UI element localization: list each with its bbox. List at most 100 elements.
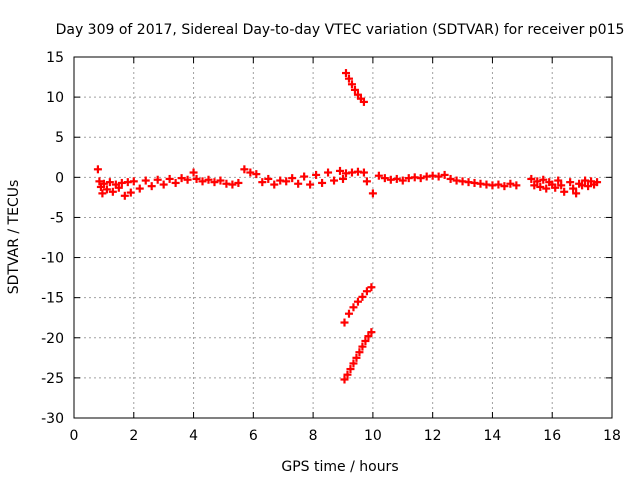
data-point xyxy=(120,191,129,200)
data-point xyxy=(584,182,593,191)
data-point xyxy=(300,172,309,181)
y-tick-label: -15 xyxy=(41,291,64,307)
data-point xyxy=(572,189,581,198)
data-point xyxy=(566,178,575,187)
x-tick-label: 8 xyxy=(309,428,318,444)
data-point xyxy=(343,370,352,379)
data-point xyxy=(95,177,104,186)
data-point xyxy=(98,189,107,198)
data-point xyxy=(147,182,156,191)
data-point xyxy=(349,303,358,312)
data-point xyxy=(494,180,503,189)
data-point xyxy=(240,165,249,174)
data-point xyxy=(93,165,102,174)
data-point xyxy=(294,179,303,188)
data-point xyxy=(153,175,162,184)
x-tick-label: 12 xyxy=(424,428,442,444)
data-point xyxy=(344,309,353,318)
data-point xyxy=(165,174,174,183)
data-point xyxy=(539,175,548,184)
data-point xyxy=(183,175,192,184)
data-point xyxy=(359,168,368,177)
data-point xyxy=(108,187,117,196)
data-point xyxy=(341,69,350,78)
data-point xyxy=(340,375,349,384)
data-point xyxy=(324,168,333,177)
x-axis-title: GPS time / hours xyxy=(281,459,398,475)
data-point xyxy=(346,365,355,374)
data-point xyxy=(210,178,219,187)
y-tick-label: 15 xyxy=(46,50,64,66)
data-point xyxy=(353,297,362,306)
data-point xyxy=(102,185,111,194)
data-point xyxy=(533,177,542,186)
data-point xyxy=(358,342,367,351)
data-point xyxy=(339,174,347,183)
data-point xyxy=(349,359,358,368)
data-point xyxy=(361,336,370,345)
data-point xyxy=(318,178,327,187)
data-point xyxy=(359,97,368,106)
data-point xyxy=(105,178,114,187)
x-tick-label: 0 xyxy=(70,428,79,444)
x-tick-label: 10 xyxy=(364,428,382,444)
x-tick-label: 16 xyxy=(543,428,561,444)
data-point xyxy=(434,172,443,181)
y-axis-title: SDTVAR / TECUs xyxy=(6,180,22,295)
data-point xyxy=(374,171,383,180)
data-point xyxy=(216,176,225,185)
data-point xyxy=(192,174,201,183)
data-point xyxy=(135,184,144,193)
x-tick-label: 4 xyxy=(189,428,198,444)
y-tick-label: -30 xyxy=(41,411,64,427)
x-tick-label: 2 xyxy=(129,428,138,444)
data-point xyxy=(398,176,407,185)
data-point xyxy=(416,174,425,183)
data-point xyxy=(204,175,213,184)
data-point xyxy=(129,177,138,186)
data-point xyxy=(512,181,521,190)
data-point xyxy=(530,181,539,190)
data-point xyxy=(367,328,376,337)
data-point xyxy=(542,184,551,193)
data-point xyxy=(99,179,108,188)
data-point xyxy=(141,176,150,185)
data-point xyxy=(560,187,569,196)
data-point xyxy=(362,287,371,296)
data-point xyxy=(198,177,207,186)
data-point xyxy=(336,166,345,175)
plot-frame xyxy=(73,56,613,419)
data-point xyxy=(362,177,371,186)
data-point xyxy=(350,85,359,94)
data-point xyxy=(506,179,515,188)
data-point xyxy=(258,178,267,187)
data-point xyxy=(527,174,536,183)
data-point xyxy=(270,180,279,189)
data-point xyxy=(446,174,455,183)
data-point xyxy=(536,182,545,191)
data-point xyxy=(364,332,373,341)
data-points xyxy=(93,69,602,384)
data-point xyxy=(557,181,566,190)
x-tick-label: 14 xyxy=(484,428,502,444)
data-point xyxy=(593,178,602,187)
y-tick-label: -20 xyxy=(41,331,64,347)
axis-ticks: 0 2 4 6 8 10 12 14 16 18 15 10 5 0 -5 -10 -15 -20 -25 -30 xyxy=(41,50,621,444)
data-point xyxy=(288,174,297,183)
data-point xyxy=(380,174,389,183)
data-point xyxy=(228,180,237,189)
data-point xyxy=(358,292,367,301)
x-tick-label: 6 xyxy=(249,428,258,444)
data-point xyxy=(126,188,135,197)
data-point xyxy=(234,178,243,187)
y-tick-label: 0 xyxy=(55,170,64,186)
data-point xyxy=(392,174,401,183)
data-point xyxy=(367,283,376,292)
chart-title: Day 309 of 2017, Sidereal Day-to-day VTE… xyxy=(56,22,625,38)
data-point xyxy=(177,174,186,183)
data-point xyxy=(282,177,291,186)
data-point xyxy=(159,180,168,189)
y-tick-label: -5 xyxy=(50,210,64,226)
data-point xyxy=(330,176,339,185)
